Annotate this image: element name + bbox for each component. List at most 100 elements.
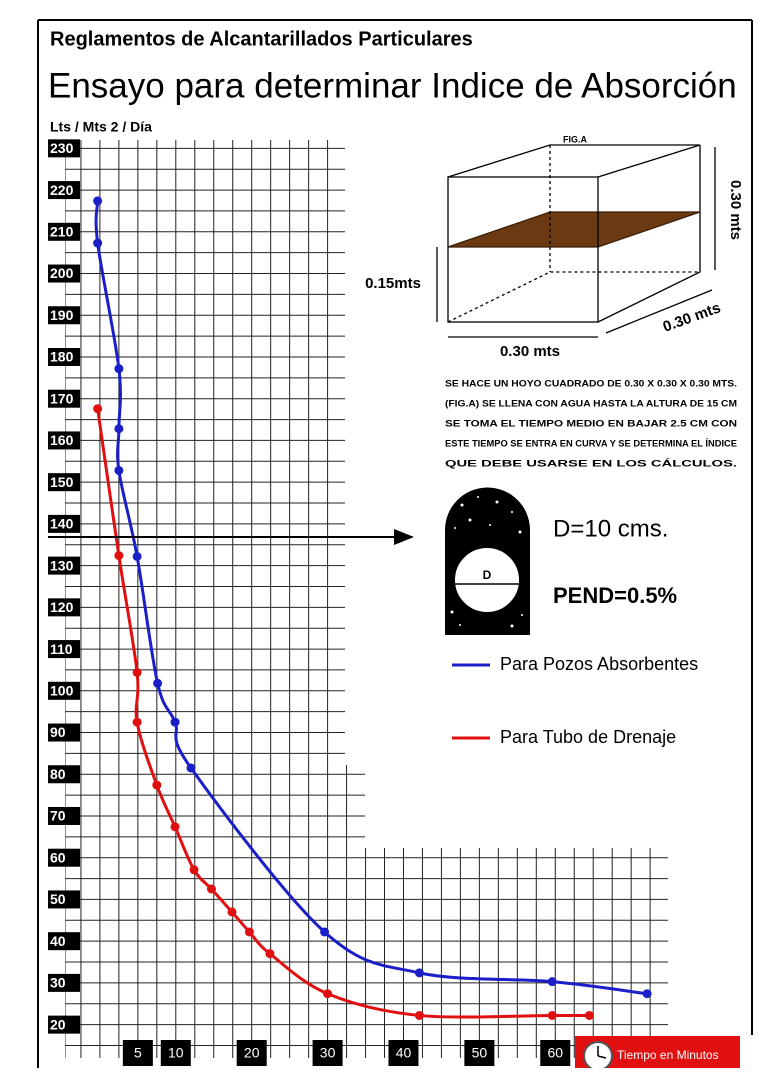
x-tick-label: 5 bbox=[134, 1045, 142, 1061]
y-tick-label: 90 bbox=[50, 724, 66, 740]
y-tick-label: 40 bbox=[50, 933, 66, 949]
y-axis-label: Lts / Mts 2 / Día bbox=[50, 119, 152, 135]
y-tick-box bbox=[48, 347, 80, 366]
y-tick-label: 70 bbox=[50, 808, 66, 824]
data-point bbox=[547, 1010, 557, 1020]
y-tick-label: 60 bbox=[50, 849, 66, 865]
y-tick-box bbox=[48, 973, 80, 992]
data-point bbox=[547, 977, 557, 987]
legend-label: Para Tubo de Drenaje bbox=[500, 727, 676, 747]
data-point bbox=[186, 763, 196, 773]
data-point bbox=[93, 196, 103, 206]
data-point bbox=[414, 1010, 424, 1020]
figure-a bbox=[436, 144, 716, 338]
x-tick-box bbox=[540, 1040, 571, 1066]
y-tick-label: 120 bbox=[50, 599, 74, 615]
y-tick-box bbox=[48, 598, 80, 617]
x-tick-box bbox=[236, 1040, 267, 1066]
data-point bbox=[642, 989, 652, 999]
data-point bbox=[132, 551, 142, 561]
box-hidden bbox=[447, 271, 700, 323]
dim-line bbox=[605, 289, 713, 334]
data-point bbox=[132, 667, 142, 677]
x-tick-box bbox=[312, 1040, 343, 1066]
y-tick-box bbox=[48, 306, 80, 325]
pipe-slope: PEND=0.5% bbox=[553, 583, 677, 608]
y-tick-box bbox=[48, 640, 80, 659]
x-tick-label: 50 bbox=[472, 1045, 488, 1061]
y-tick-box bbox=[48, 848, 80, 867]
x-tick-label: 40 bbox=[396, 1045, 412, 1061]
data-point bbox=[114, 424, 124, 434]
data-point bbox=[114, 364, 124, 374]
y-tick-label: 170 bbox=[50, 390, 74, 406]
x-tick-label: 60 bbox=[547, 1045, 563, 1061]
description-line: QUE DEBE USARSE EN LOS CÁLCULOS. bbox=[445, 458, 737, 468]
x-tick-box bbox=[160, 1040, 191, 1066]
figure-label: FIG.A bbox=[563, 134, 587, 144]
header: Reglamentos de Alcantarillados Particula… bbox=[50, 28, 473, 50]
data-point bbox=[93, 404, 103, 414]
x-tick-label: 10 bbox=[168, 1045, 184, 1061]
y-tick-box bbox=[48, 1015, 80, 1034]
data-point bbox=[132, 717, 142, 727]
description-line: (FIG.A) SE LLENA CON AGUA HASTA LA ALTUR… bbox=[445, 398, 737, 408]
data-point bbox=[114, 465, 124, 475]
y-tick-box bbox=[48, 556, 80, 575]
y-tick-label: 210 bbox=[50, 224, 74, 240]
y-tick-box bbox=[48, 514, 80, 533]
pipe-diameter: D=10 cms. bbox=[553, 515, 668, 542]
chart-title: Ensayo para determinar Indice de Absorci… bbox=[48, 66, 737, 105]
data-point bbox=[170, 822, 180, 832]
y-tick-label: 200 bbox=[50, 265, 74, 281]
y-tick-box bbox=[48, 181, 80, 200]
y-tick-label: 30 bbox=[50, 975, 66, 991]
y-tick-label: 190 bbox=[50, 307, 74, 323]
box-top bbox=[447, 144, 701, 178]
box-side bbox=[597, 145, 701, 323]
data-point bbox=[189, 865, 199, 875]
y-tick-box bbox=[48, 723, 80, 742]
data-point bbox=[244, 927, 254, 937]
clock-icon bbox=[583, 1041, 613, 1071]
y-tick-box bbox=[48, 389, 80, 408]
y-tick-label: 220 bbox=[50, 182, 74, 198]
data-point bbox=[152, 780, 162, 790]
y-tick-box bbox=[48, 222, 80, 241]
pipe-symbol: D bbox=[483, 568, 492, 582]
box-front bbox=[447, 176, 599, 323]
pipe-icon bbox=[445, 487, 530, 635]
data-point bbox=[93, 238, 103, 248]
ticks: 20 30 40 50 60 70 80 90 100 110 120 130 140 150 160 170… bbox=[48, 139, 571, 1066]
x-tick-box bbox=[122, 1040, 153, 1066]
figure-width: 0.30 mts bbox=[500, 343, 560, 360]
x-axis-label: Tiempo en Minutos bbox=[617, 1048, 719, 1062]
y-tick-box bbox=[48, 431, 80, 450]
y-tick-label: 140 bbox=[50, 516, 74, 532]
data-point bbox=[414, 968, 424, 978]
data-point bbox=[265, 949, 275, 959]
data-point bbox=[227, 907, 237, 917]
legend-label: Para Pozos Absorbentes bbox=[500, 654, 698, 674]
y-tick-label: 160 bbox=[50, 432, 74, 448]
description-line: SE HACE UN HOYO CUADRADO DE 0.30 X 0.30 … bbox=[445, 378, 737, 388]
data-point bbox=[170, 717, 180, 727]
y-tick-label: 100 bbox=[50, 683, 74, 699]
x-tick-box bbox=[388, 1040, 419, 1066]
series bbox=[93, 196, 652, 1020]
data-point bbox=[206, 884, 216, 894]
data-point bbox=[584, 1010, 594, 1020]
description-line: ESTE TIEMPO SE ENTRA EN CURVA Y SE DETER… bbox=[445, 438, 737, 448]
x-tick-label: 20 bbox=[244, 1045, 260, 1061]
y-tick-label: 110 bbox=[50, 641, 73, 657]
x-tick-box bbox=[464, 1040, 495, 1066]
description: SE HACE UN HOYO CUADRADO DE 0.30 X 0.30 … bbox=[445, 378, 737, 468]
legend: Para Pozos Absorbentes Para Tubo de Drena… bbox=[452, 654, 698, 747]
y-tick-box bbox=[48, 890, 80, 909]
y-tick-label: 230 bbox=[50, 140, 74, 156]
data-point bbox=[153, 678, 163, 688]
y-tick-box bbox=[48, 473, 80, 492]
y-tick-box bbox=[48, 765, 80, 784]
